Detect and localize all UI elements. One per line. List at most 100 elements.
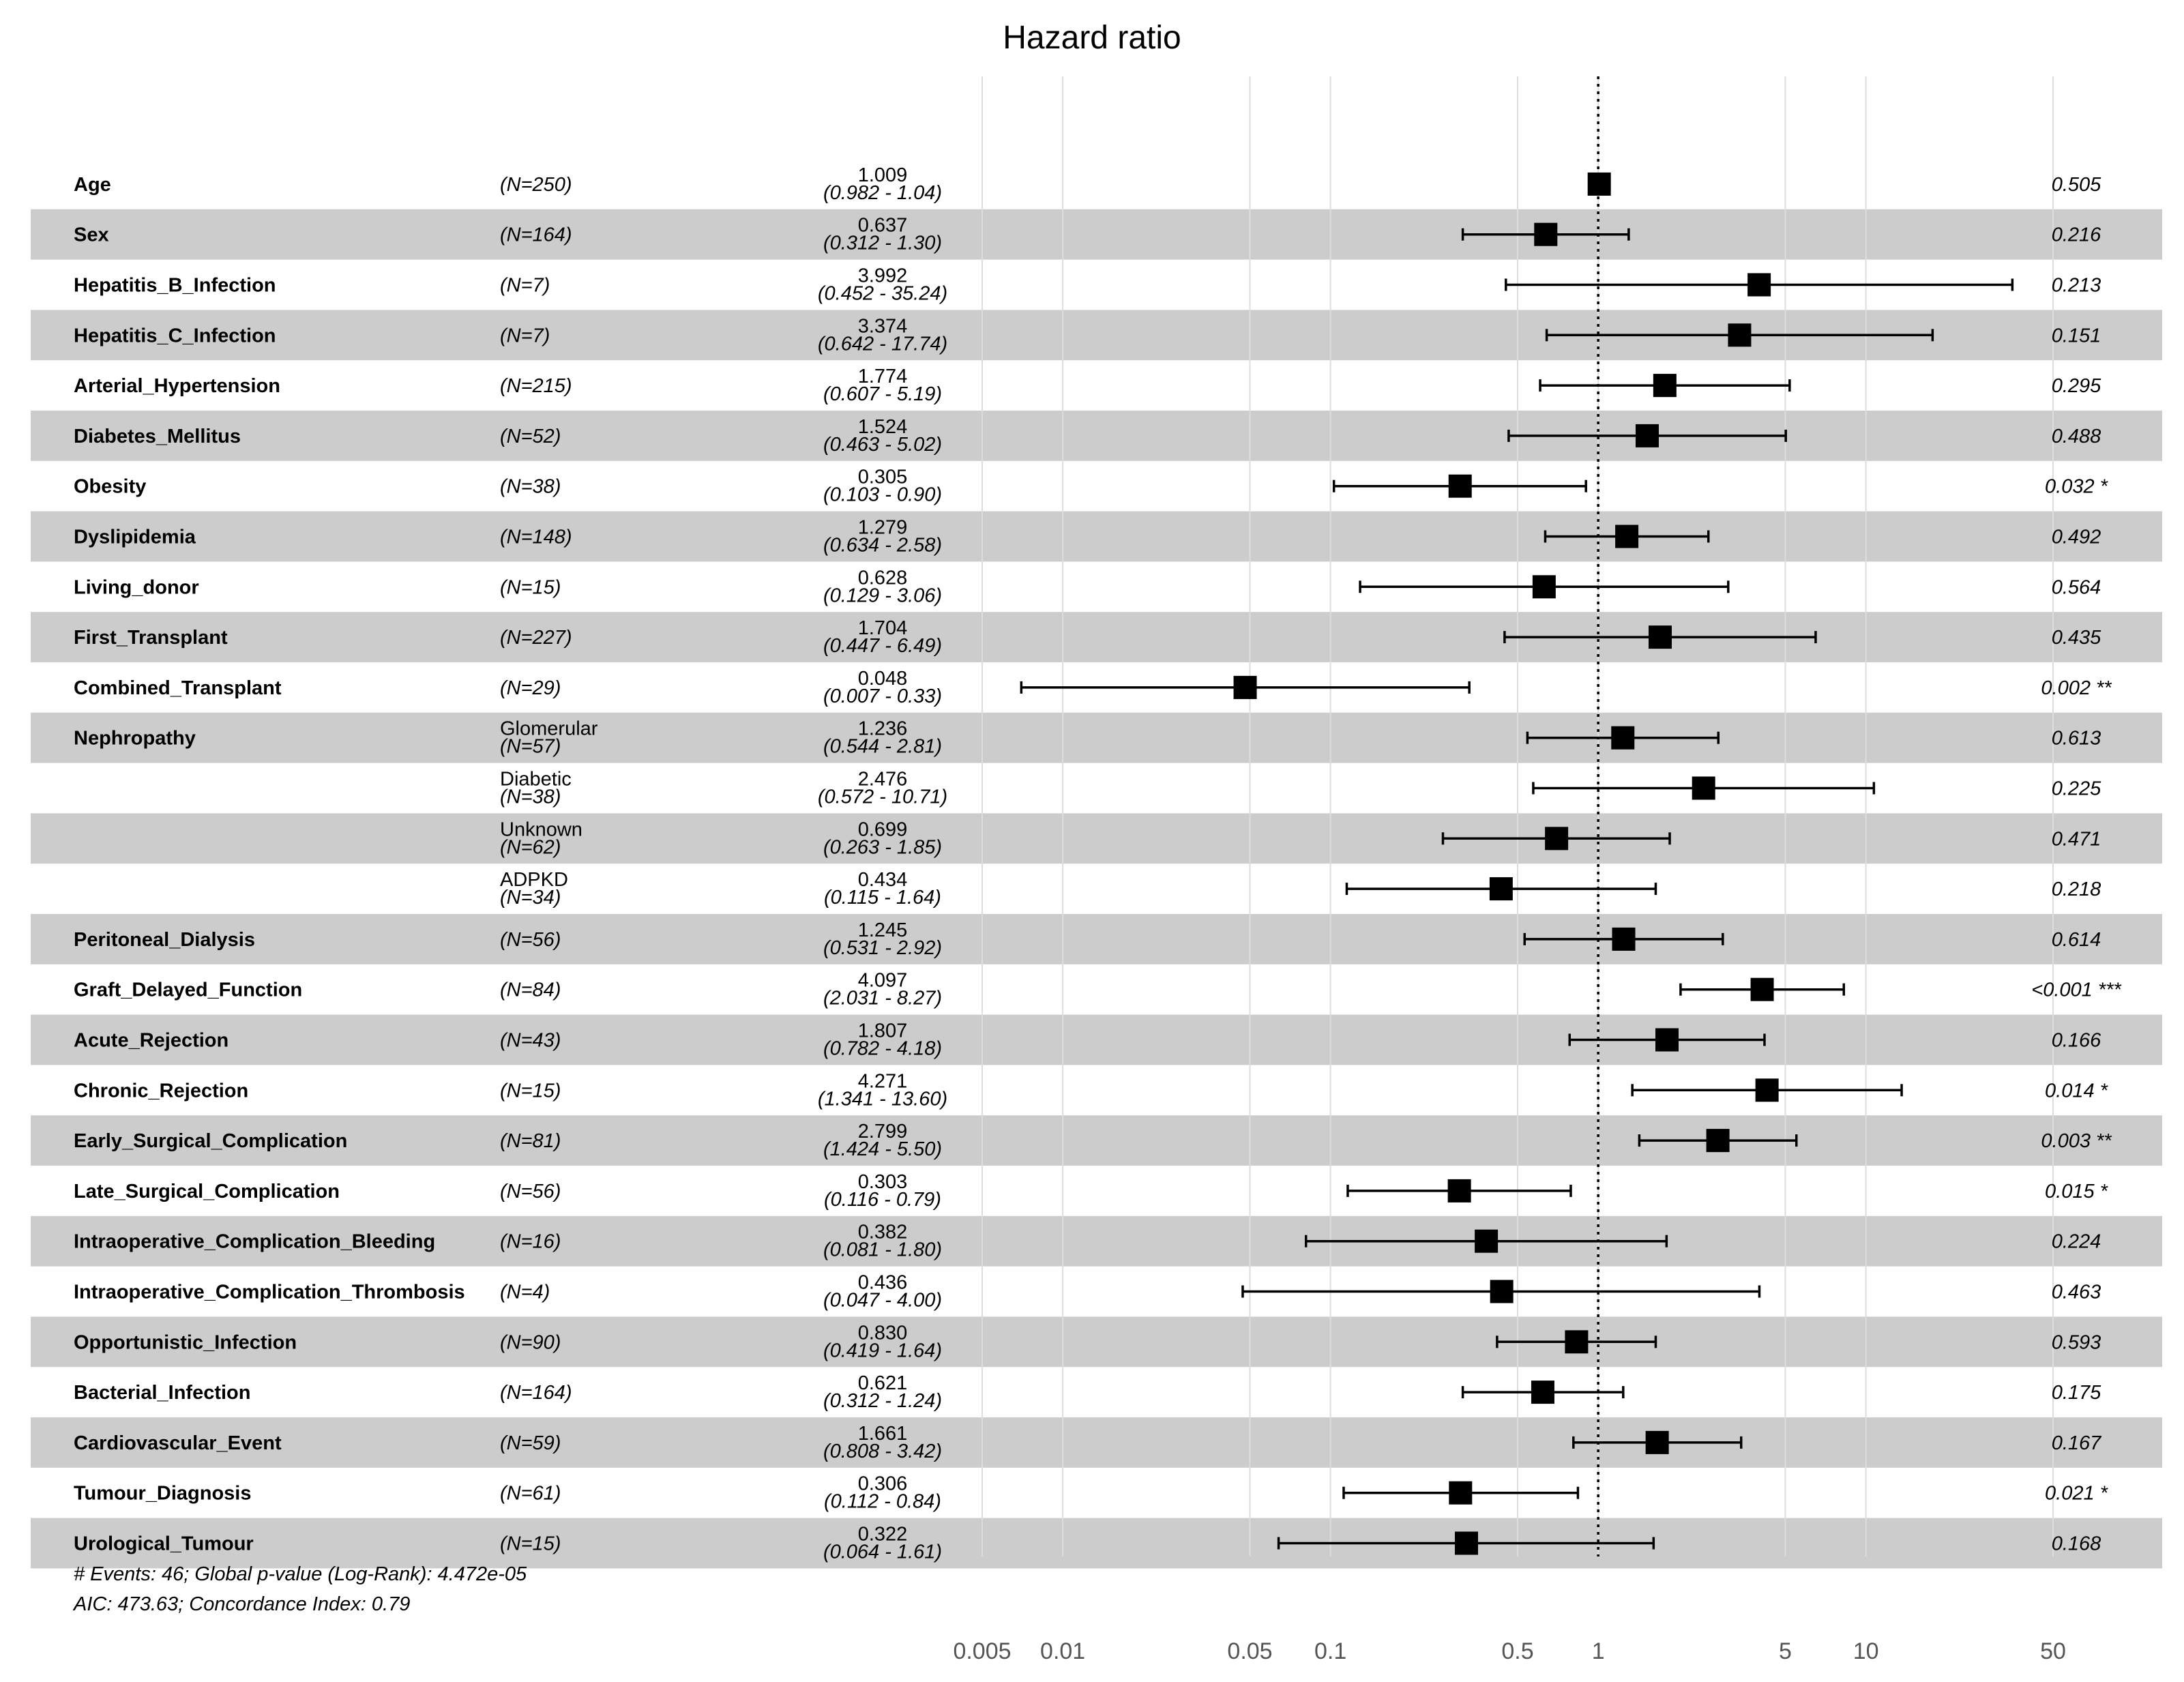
ci-range: (0.463 - 5.02) <box>823 434 942 456</box>
row-shade <box>31 1316 2162 1368</box>
n-label: (N=90) <box>500 1331 561 1353</box>
ci-range: (0.047 - 4.00) <box>823 1290 942 1312</box>
variable-label: Sex <box>74 224 109 246</box>
ci-range: (0.112 - 0.84) <box>824 1491 941 1513</box>
hr-point <box>1448 474 1472 498</box>
variable-label: Graft_Delayed_Function <box>74 979 302 1001</box>
hr-estimate: 1.704 <box>858 617 908 639</box>
hr-estimate: 2.799 <box>858 1121 908 1142</box>
n-label: (N=164) <box>500 224 572 246</box>
p-value: 0.224 <box>2052 1231 2101 1253</box>
p-value: 0.593 <box>2052 1331 2101 1353</box>
p-value: 0.032 * <box>2045 476 2109 498</box>
ci-range: (1.341 - 13.60) <box>818 1088 947 1110</box>
hr-estimate: 0.048 <box>858 668 908 690</box>
ci-range: (0.808 - 3.42) <box>823 1441 942 1462</box>
hr-estimate: 0.637 <box>858 215 908 237</box>
hr-point <box>1233 675 1257 699</box>
hr-estimate: 1.009 <box>858 164 908 186</box>
variable-label: Intraoperative_Complication_Thrombosis <box>74 1282 465 1303</box>
hr-estimate: 1.245 <box>858 919 908 941</box>
p-value: 0.002 ** <box>2041 677 2112 699</box>
hr-estimate: 4.271 <box>858 1070 908 1092</box>
ci-range: (0.115 - 1.64) <box>824 887 941 909</box>
hr-point <box>1449 1481 1473 1505</box>
variable-label: Intraoperative_Complication_Bleeding <box>74 1231 435 1253</box>
hr-point <box>1534 222 1558 246</box>
hr-point <box>1728 323 1752 347</box>
ci-range: (0.447 - 6.49) <box>823 635 942 657</box>
row-shade <box>31 612 2162 662</box>
n-label: (N=57) <box>500 736 561 758</box>
hr-estimate: 3.992 <box>858 265 908 287</box>
ci-range: (0.452 - 35.24) <box>818 283 947 305</box>
p-value: 0.151 <box>2052 325 2101 346</box>
ci-range: (0.081 - 1.80) <box>823 1239 942 1261</box>
p-value: 0.295 <box>2052 375 2101 397</box>
p-value: 0.435 <box>2052 627 2101 649</box>
hr-point <box>1615 525 1639 548</box>
variable-label: Arterial_Hypertension <box>74 375 280 397</box>
x-tick-label: 10 <box>1853 1638 1879 1664</box>
hr-estimate: 0.699 <box>858 818 908 840</box>
hr-point <box>1454 1531 1478 1555</box>
level-label: ADPKD <box>500 869 568 891</box>
level-label: Diabetic <box>500 769 572 791</box>
variable-label: First_Transplant <box>74 627 228 649</box>
hr-estimate: 1.279 <box>858 517 908 539</box>
p-value: 0.613 <box>2052 728 2101 750</box>
variable-label: Hepatitis_B_Infection <box>74 275 276 297</box>
p-value: 0.471 <box>2052 828 2101 850</box>
hr-point <box>1635 424 1659 447</box>
hr-estimate: 2.476 <box>858 769 908 791</box>
x-tick-label: 0.005 <box>953 1638 1011 1664</box>
p-value: 0.003 ** <box>2041 1130 2112 1152</box>
p-value: 0.175 <box>2052 1382 2101 1404</box>
ci-range: (0.103 - 0.90) <box>823 484 942 506</box>
variable-label: Living_donor <box>74 576 199 598</box>
ci-range: (0.634 - 2.58) <box>823 535 942 557</box>
ci-range: (0.607 - 5.19) <box>823 383 942 405</box>
p-value: 0.614 <box>2052 929 2101 951</box>
n-label: (N=148) <box>500 527 572 548</box>
variable-label: Obesity <box>74 476 146 498</box>
hr-point <box>1531 1381 1554 1404</box>
n-label: (N=56) <box>500 929 561 951</box>
n-label: (N=62) <box>500 836 561 858</box>
variable-label: Cardiovascular_Event <box>74 1432 282 1454</box>
hr-estimate: 1.774 <box>858 366 908 387</box>
hr-point <box>1490 1280 1514 1303</box>
hr-estimate: 0.621 <box>858 1372 908 1394</box>
n-label: (N=38) <box>500 476 561 498</box>
row-shade <box>31 1115 2162 1166</box>
variable-label: Hepatitis_C_Infection <box>74 325 276 346</box>
p-value: 0.463 <box>2052 1282 2101 1303</box>
variable-label: Early_Surgical_Complication <box>74 1130 347 1152</box>
ci-range: (0.419 - 1.64) <box>823 1340 942 1361</box>
n-label: (N=81) <box>500 1130 561 1152</box>
variable-label: Nephropathy <box>74 728 196 750</box>
hr-estimate: 1.236 <box>858 718 908 740</box>
ci-range: (1.424 - 5.50) <box>823 1138 942 1160</box>
n-label: (N=43) <box>500 1030 561 1052</box>
n-label: (N=227) <box>500 627 572 649</box>
ci-range: (0.312 - 1.24) <box>823 1390 942 1412</box>
hr-point <box>1545 827 1569 851</box>
variable-label: Combined_Transplant <box>74 677 282 699</box>
variable-label: Dyslipidemia <box>74 527 196 548</box>
n-label: (N=38) <box>500 786 561 808</box>
row-shade <box>31 1014 2162 1065</box>
p-value: 0.218 <box>2052 879 2101 900</box>
hr-point <box>1649 625 1672 649</box>
row-shade <box>31 1215 2162 1267</box>
hr-point <box>1692 776 1715 800</box>
n-label: (N=215) <box>500 375 572 397</box>
p-value: 0.225 <box>2052 778 2101 800</box>
chart-title: Hazard ratio <box>1003 20 1181 56</box>
n-label: (N=61) <box>500 1483 561 1505</box>
variable-label: Bacterial_Infection <box>74 1382 250 1404</box>
hr-estimate: 1.807 <box>858 1020 908 1042</box>
x-tick-label: 50 <box>2040 1638 2066 1664</box>
variable-label: Late_Surgical_Complication <box>74 1181 340 1203</box>
